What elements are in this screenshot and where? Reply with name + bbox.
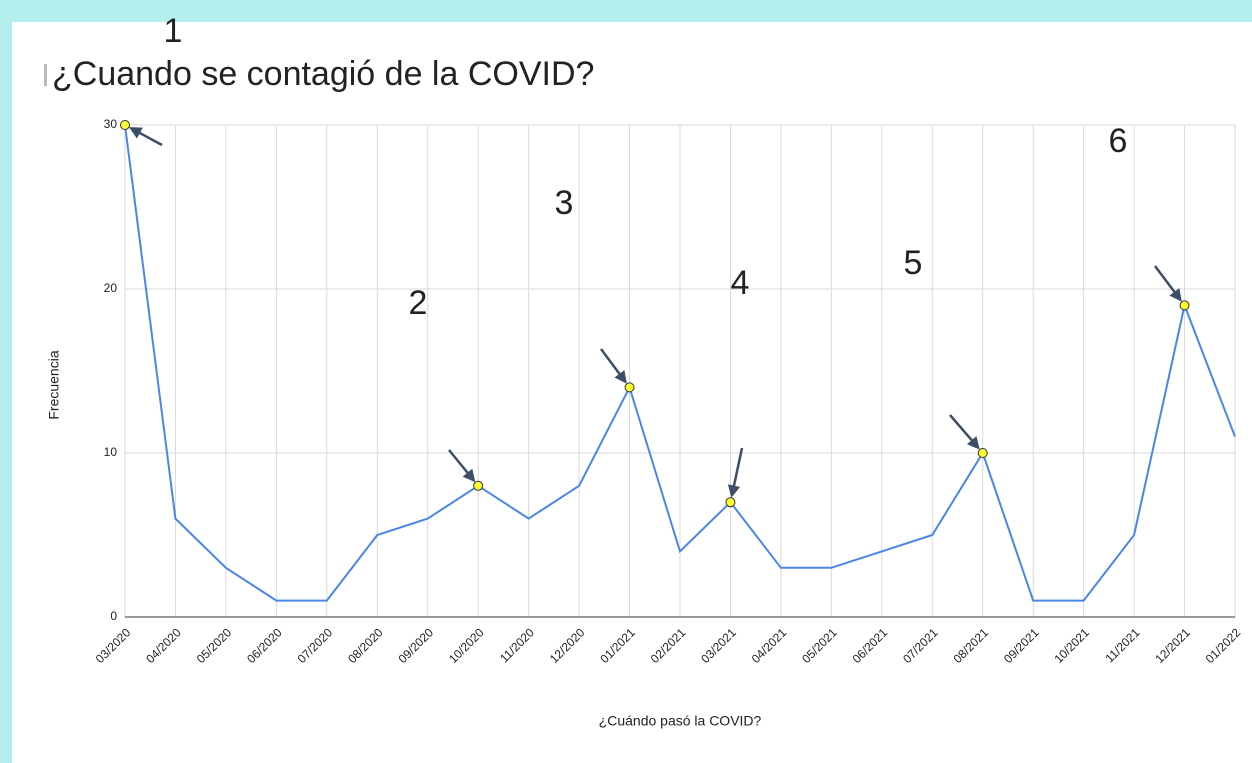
annotation-label: 3 <box>555 184 574 222</box>
line-series <box>124 124 1236 602</box>
annotation-arrow <box>949 414 980 450</box>
annotation-label: 2 <box>409 284 428 322</box>
annotation-arrow <box>448 449 476 483</box>
annotation-arrow <box>1153 265 1182 302</box>
x-axis-label: ¿Cuándo pasó la COVID? <box>599 713 762 729</box>
title-marker <box>44 64 47 86</box>
annotation-arrow <box>599 348 627 384</box>
highlight-marker <box>624 382 635 393</box>
annotation-label: 5 <box>904 244 923 282</box>
y-tick-label: 30 <box>104 117 118 131</box>
annotation-arrow <box>727 447 744 498</box>
annotation-label: 1 <box>164 12 183 50</box>
highlight-marker <box>725 497 736 508</box>
highlight-marker <box>120 120 130 130</box>
annotation-label: 6 <box>1109 122 1128 160</box>
highlight-marker <box>977 448 988 458</box>
y-tick-label: 0 <box>110 609 117 623</box>
highlight-marker <box>1179 300 1190 311</box>
highlight-marker <box>473 480 484 491</box>
y-tick-label: 10 <box>104 445 118 459</box>
y-tick-label: 20 <box>104 281 118 295</box>
annotation-arrow <box>128 127 163 147</box>
chart-title: ¿Cuando se contagió de la COVID? <box>52 55 594 93</box>
y-axis-label: Frecuencia <box>46 350 62 419</box>
annotation-label: 4 <box>731 264 750 302</box>
